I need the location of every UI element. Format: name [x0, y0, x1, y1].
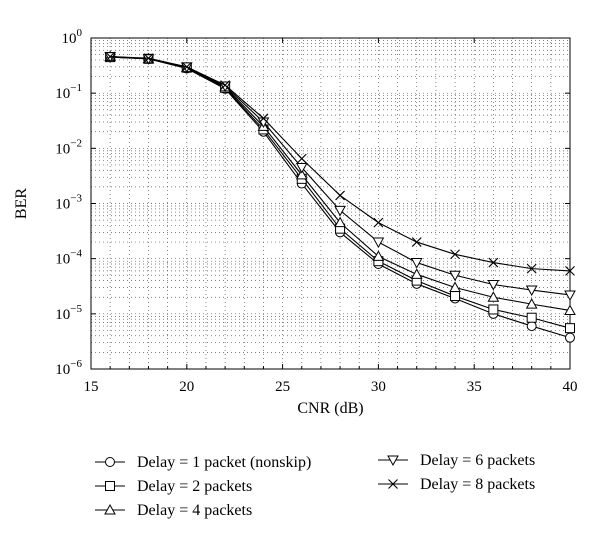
x-tick-label: 25: [275, 379, 290, 395]
data-point: [525, 298, 538, 309]
data-point: [450, 249, 460, 260]
data-point: [565, 323, 575, 334]
data-point: [487, 291, 500, 302]
data-point: [564, 304, 576, 315]
data-point: [488, 257, 499, 268]
data-point: [488, 304, 499, 315]
data-point: [526, 263, 537, 274]
y-tick-label: 100: [62, 27, 83, 47]
x-tick-label: 35: [467, 379, 482, 395]
data-point: [411, 237, 422, 247]
x-axis-label: CNR (dB): [297, 400, 363, 417]
data-point: [449, 281, 461, 293]
data-point: [372, 250, 385, 261]
legend-item: Delay = 2 packets: [95, 478, 252, 495]
y-tick-label: 10−4: [55, 248, 82, 268]
data-point: [373, 217, 384, 228]
data-point: [295, 162, 308, 174]
legend-item: Delay = 4 packets: [95, 502, 252, 519]
data-point: [295, 168, 308, 180]
x-tick-label: 20: [179, 379, 194, 395]
data-point: [335, 190, 345, 201]
series-line: [110, 56, 571, 296]
legend-label: Delay = 1 packet (nonskip): [137, 454, 311, 471]
legend-item: Delay = 6 packets: [378, 452, 535, 469]
data-point: [487, 280, 500, 291]
grid: [91, 38, 570, 369]
data-point: [258, 113, 269, 124]
y-tick-label: 10−5: [55, 303, 82, 323]
data-point: [143, 53, 154, 64]
legend-marker: [105, 481, 115, 491]
y-axis-label: BER: [13, 188, 30, 219]
legend-marker: [387, 455, 399, 467]
legend: Delay = 1 packet (nonskip) Delay = 2 pack…: [95, 452, 535, 519]
series-5: [105, 51, 575, 276]
legend-item: Delay = 8 packets: [378, 476, 535, 493]
x-tick-label: 15: [84, 379, 99, 395]
x-tick-label: 30: [371, 379, 386, 395]
data-point: [525, 285, 538, 297]
data-point: [450, 291, 461, 302]
data-point: [220, 80, 231, 90]
data-point: [410, 268, 423, 279]
data-point: [334, 216, 346, 228]
y-tick-label: 10−2: [55, 137, 82, 157]
legend-marker: [104, 503, 116, 515]
plot-frame: [90, 37, 571, 370]
data-point: [296, 153, 307, 164]
legend-marker: [388, 479, 398, 489]
axis-ticks: 15 20 25 30 35 40 100 10−1 10−2 10−3 10−4 10−5 10−6: [55, 27, 577, 395]
y-tick-label: 10−6: [55, 358, 82, 378]
legend-label: Delay = 8 packets: [420, 476, 535, 493]
data-point: [564, 290, 576, 301]
y-tick-label: 10−1: [55, 82, 82, 102]
data-point: [334, 205, 346, 217]
plot-area-border: [90, 37, 571, 370]
data-point: [105, 51, 116, 62]
legend-item: Delay = 1 packet (nonskip): [95, 454, 311, 471]
data-point: [410, 258, 423, 269]
legend-label: Delay = 2 packets: [137, 478, 252, 495]
data-point: [565, 266, 575, 276]
x-tick-label: 40: [563, 379, 578, 395]
data-point: [526, 321, 537, 332]
data-point: [181, 61, 192, 72]
legend-label: Delay = 6 packets: [420, 452, 535, 469]
data-point: [526, 312, 537, 323]
legend-marker: [105, 457, 115, 467]
data-point: [449, 270, 461, 282]
data-point: [372, 237, 385, 249]
series-line: [110, 56, 571, 339]
legend-label: Delay = 4 packets: [137, 502, 252, 519]
series-layer: [104, 50, 576, 343]
y-tick-label: 10−3: [55, 193, 82, 213]
data-point: [565, 332, 575, 343]
